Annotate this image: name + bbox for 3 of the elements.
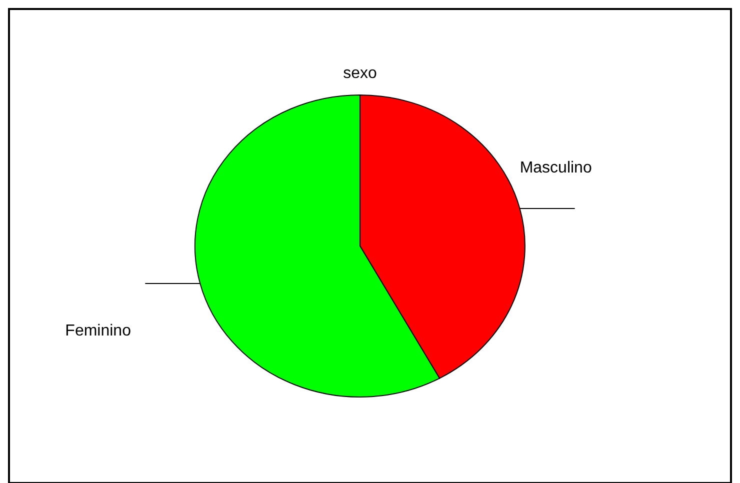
chart-title: sexo bbox=[343, 65, 377, 82]
slice-label: Feminino bbox=[65, 322, 132, 340]
slice-label: Masculino bbox=[520, 159, 592, 176]
